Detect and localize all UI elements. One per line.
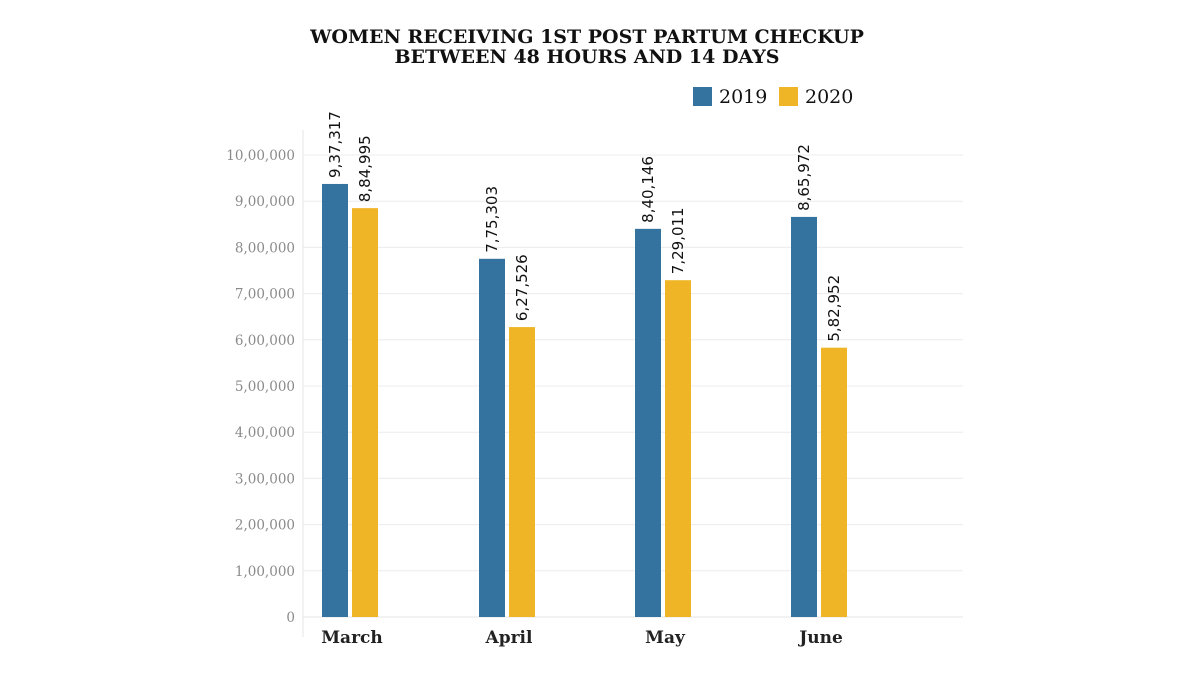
chart-title-line-1: WOMEN RECEIVING 1ST POST PARTUM CHECKUP bbox=[309, 26, 864, 48]
bar-april-2020 bbox=[509, 327, 535, 617]
chart-bars bbox=[322, 183, 847, 618]
legend-label-2020: 2020 bbox=[805, 86, 853, 108]
bar-value-label: 8,65,972 bbox=[795, 144, 813, 211]
chart-legend: 2019 2020 bbox=[693, 86, 853, 108]
bar-value-label: 9,37,317 bbox=[326, 111, 344, 178]
legend-swatch-2020 bbox=[779, 87, 798, 106]
y-tick-label: 5,00,000 bbox=[235, 379, 295, 395]
y-tick-label: 8,00,000 bbox=[235, 240, 295, 256]
y-tick-label: 0 bbox=[286, 610, 295, 626]
y-tick-label: 1,00,000 bbox=[235, 564, 295, 580]
y-tick-label: 9,00,000 bbox=[235, 194, 295, 210]
y-axis: 0 1,00,000 2,00,000 3,00,000 4,00,000 5,00,00… bbox=[226, 130, 963, 637]
x-tick-label: April bbox=[485, 628, 533, 648]
legend-label-2019: 2019 bbox=[719, 86, 767, 108]
y-tick-label: 10,00,000 bbox=[226, 148, 295, 164]
bar-value-label: 8,40,146 bbox=[639, 156, 657, 223]
x-tick-label: May bbox=[645, 628, 686, 648]
x-tick-label: June bbox=[797, 628, 843, 648]
chart-bar-labels: 9,37,317 8,84,995 7,75,303 6,27,526 8,40,146… bbox=[326, 111, 843, 342]
y-tick-label: 7,00,000 bbox=[235, 287, 295, 303]
chart-grid bbox=[303, 154, 963, 572]
y-tick-label: 4,00,000 bbox=[235, 425, 295, 441]
y-tick-label: 2,00,000 bbox=[235, 518, 295, 534]
bar-value-label: 6,27,526 bbox=[513, 254, 531, 321]
bar-june-2020 bbox=[821, 347, 847, 617]
legend-swatch-2019 bbox=[693, 87, 712, 106]
bar-june-2019 bbox=[791, 216, 817, 617]
bar-march-2019 bbox=[322, 183, 348, 618]
bar-may-2020 bbox=[665, 280, 691, 617]
y-tick-label: 3,00,000 bbox=[235, 471, 295, 487]
chart-title-line-2: BETWEEN 48 HOURS AND 14 DAYS bbox=[394, 46, 779, 68]
bar-value-label: 7,75,303 bbox=[483, 186, 501, 253]
x-tick-label: March bbox=[321, 628, 383, 648]
x-axis: March April May June bbox=[321, 628, 843, 648]
bar-value-label: 7,29,011 bbox=[669, 207, 687, 274]
bar-april-2019 bbox=[479, 258, 505, 617]
y-tick-label: 6,00,000 bbox=[235, 333, 295, 349]
bar-march-2020 bbox=[352, 208, 378, 617]
chart-title: WOMEN RECEIVING 1ST POST PARTUM CHECKUP … bbox=[309, 26, 864, 68]
bar-value-label: 8,84,995 bbox=[356, 135, 374, 202]
bar-may-2019 bbox=[635, 228, 661, 618]
bar-value-label: 5,82,952 bbox=[825, 275, 843, 342]
